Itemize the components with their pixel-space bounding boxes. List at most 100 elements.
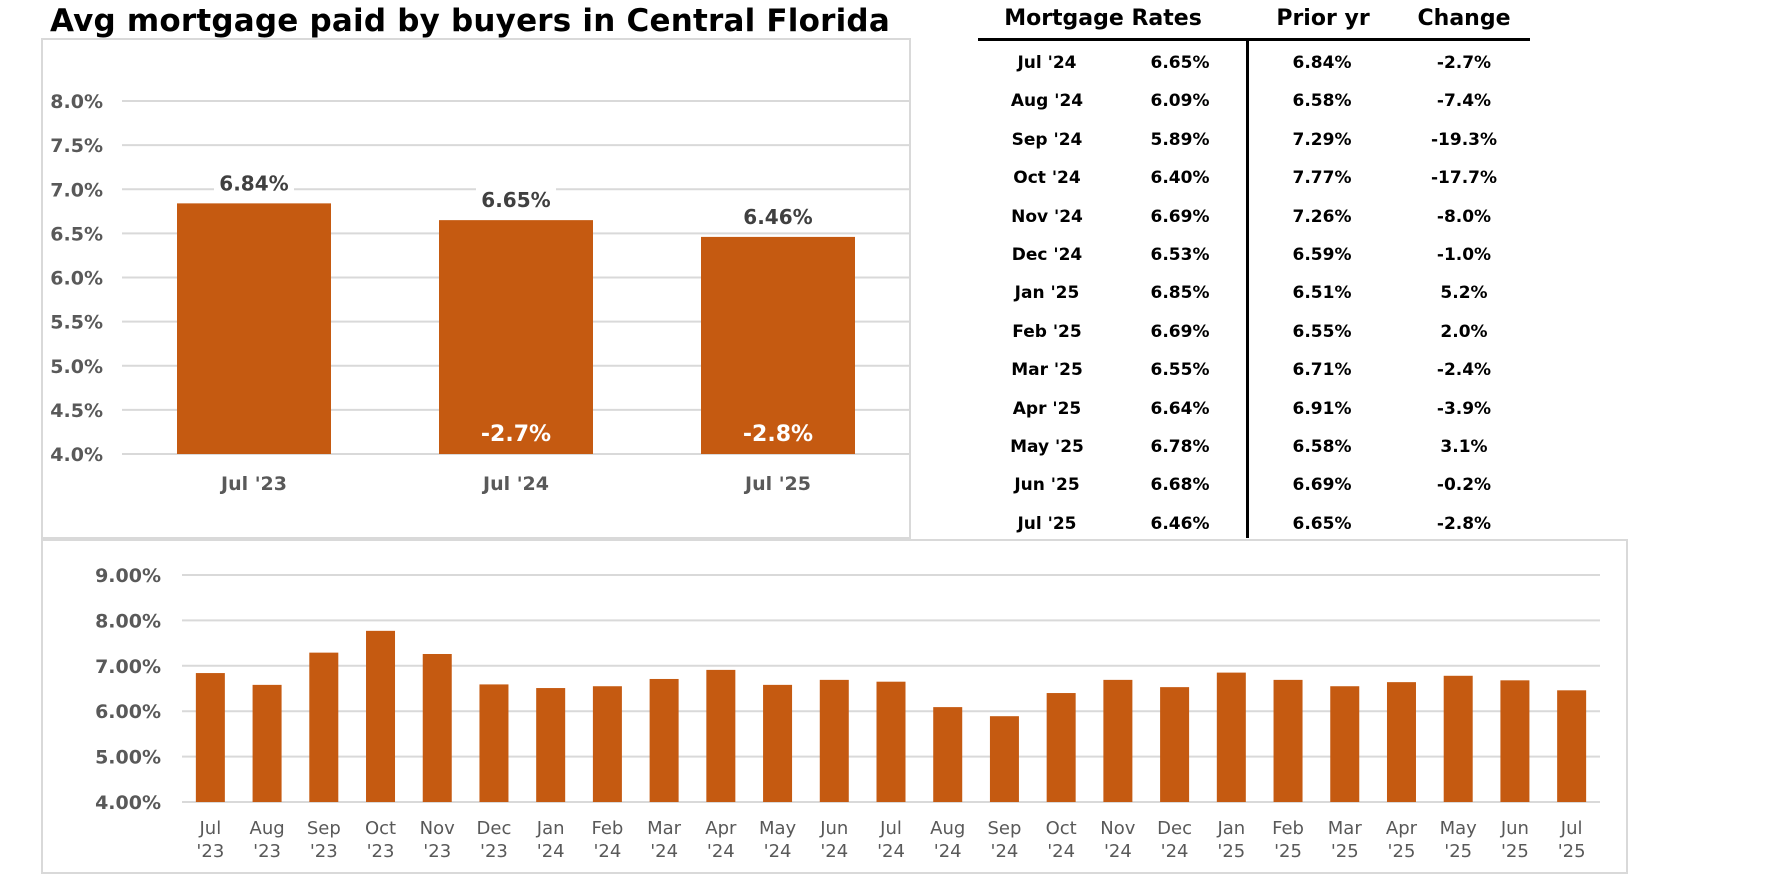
data-label: 6.84% — [219, 171, 288, 195]
bar — [706, 669, 736, 802]
rate-cell: 6.69% — [1150, 321, 1210, 342]
x-tick-label-year: '24 — [707, 841, 735, 862]
data-label-background — [738, 202, 818, 229]
x-tick-label-year: '23 — [480, 841, 508, 862]
x-tick-label-month: Nov — [420, 818, 455, 839]
x-tick-label-year: '24 — [764, 841, 792, 862]
header-rule — [978, 38, 1530, 41]
y-tick-label: 8.00% — [95, 610, 161, 632]
x-tick-label: Jul '25 — [743, 473, 811, 495]
x-tick-label-year: '24 — [934, 841, 962, 862]
bar — [989, 716, 1019, 802]
x-tick-label-month: Sep — [307, 818, 341, 839]
month-cell: Jan '25 — [1014, 283, 1080, 304]
y-tick-label: 5.5% — [50, 312, 103, 334]
bar — [252, 684, 282, 802]
x-tick-label-month: Jul — [879, 818, 902, 839]
bar — [1160, 687, 1190, 802]
prior-yr-cell: 6.69% — [1292, 475, 1352, 496]
month-cell: May '25 — [1010, 437, 1084, 457]
prior-yr-cell: 6.65% — [1292, 513, 1352, 534]
rate-cell: 6.78% — [1150, 437, 1210, 457]
bar — [195, 673, 225, 802]
change-cell: 2.0% — [1440, 321, 1488, 342]
month-cell: Sep '24 — [1011, 129, 1083, 150]
x-tick-label: Jul '23 — [219, 473, 287, 495]
bar — [536, 688, 566, 802]
change-cell: -2.7% — [1436, 53, 1492, 73]
x-tick-label-year: '25 — [1274, 841, 1302, 862]
bar — [1103, 679, 1133, 802]
x-tick-label-month: Jul — [199, 818, 222, 839]
rate-cell: 6.09% — [1150, 91, 1210, 112]
prior-yr-cell: 6.84% — [1292, 53, 1352, 73]
bar — [439, 220, 593, 454]
data-label: 6.46% — [743, 205, 812, 229]
change-cell: -1.0% — [1436, 245, 1492, 265]
x-tick-label-year: '24 — [593, 841, 621, 862]
change-cell: -7.4% — [1436, 91, 1492, 112]
x-tick-label-year: '25 — [1558, 841, 1586, 862]
x-tick-label-year: '24 — [1047, 841, 1075, 862]
x-tick-label-year: '23 — [196, 841, 224, 862]
change-cell: -0.2% — [1436, 475, 1492, 496]
prior-yr-cell: 6.58% — [1292, 91, 1352, 112]
change-cell: -3.9% — [1436, 398, 1492, 419]
month-cell: Feb '25 — [1012, 321, 1082, 342]
x-tick-label-year: '25 — [1331, 841, 1359, 862]
month-cell: Jun '25 — [1014, 475, 1080, 496]
change-cell: 3.1% — [1440, 437, 1488, 457]
bar — [701, 236, 855, 454]
month-cell: Oct '24 — [1013, 168, 1081, 189]
x-tick-label-year: '25 — [1501, 841, 1529, 862]
chart-title: Avg mortgage paid by buyers in Central F… — [50, 3, 890, 39]
x-tick-label-month: Jan — [1216, 818, 1245, 839]
bar — [876, 681, 906, 802]
bar — [933, 707, 963, 802]
bar — [177, 203, 331, 454]
header-mortgage-rates: Mortgage Rates — [1004, 6, 1202, 31]
month-cell: Jul '24 — [1017, 53, 1077, 73]
prior-yr-cell: 6.59% — [1292, 245, 1352, 265]
bar — [649, 678, 679, 802]
bar — [1557, 690, 1587, 802]
x-tick-label: Jul '24 — [481, 473, 549, 495]
month-cell: Apr '25 — [1012, 398, 1082, 419]
x-tick-label-month: Dec — [477, 818, 512, 839]
bar — [1386, 682, 1416, 802]
prior-yr-cell: 7.77% — [1292, 168, 1352, 189]
x-tick-label-month: Apr — [1386, 818, 1418, 839]
x-tick-label-month: Feb — [591, 818, 623, 839]
bar — [592, 686, 622, 802]
change-cell: -17.7% — [1430, 168, 1498, 189]
rate-cell: 6.68% — [1150, 475, 1210, 496]
x-tick-label-month: Feb — [1272, 818, 1304, 839]
x-tick-label-month: May — [759, 818, 797, 839]
x-tick-label-year: '24 — [820, 841, 848, 862]
y-tick-label: 6.00% — [95, 701, 161, 723]
x-tick-label-year: '23 — [367, 841, 395, 862]
y-tick-label: 5.0% — [50, 356, 103, 378]
y-tick-label: 7.5% — [50, 135, 103, 157]
bar — [1046, 693, 1076, 802]
x-tick-label-month: Jan — [536, 818, 565, 839]
x-tick-label-year: '25 — [1388, 841, 1416, 862]
x-tick-label-month: Nov — [1100, 818, 1135, 839]
month-cell: Dec '24 — [1011, 245, 1083, 265]
y-tick-label: 4.0% — [50, 444, 103, 466]
change-cell: -19.3% — [1430, 129, 1498, 150]
x-tick-label-month: Jun — [819, 818, 848, 839]
x-tick-label-year: '24 — [1161, 841, 1189, 862]
x-tick-label-month: Apr — [705, 818, 737, 839]
y-tick-label: 6.0% — [50, 268, 103, 290]
data-label: 6.65% — [481, 188, 550, 212]
prior-yr-cell: 6.58% — [1292, 437, 1352, 457]
data-label-background — [476, 186, 556, 213]
x-tick-label-year: '24 — [991, 841, 1019, 862]
change-cell: -8.0% — [1436, 206, 1492, 227]
x-tick-label-month: Oct — [1046, 818, 1077, 839]
x-tick-label-month: Jun — [1500, 818, 1529, 839]
rate-cell: 5.89% — [1150, 129, 1210, 150]
